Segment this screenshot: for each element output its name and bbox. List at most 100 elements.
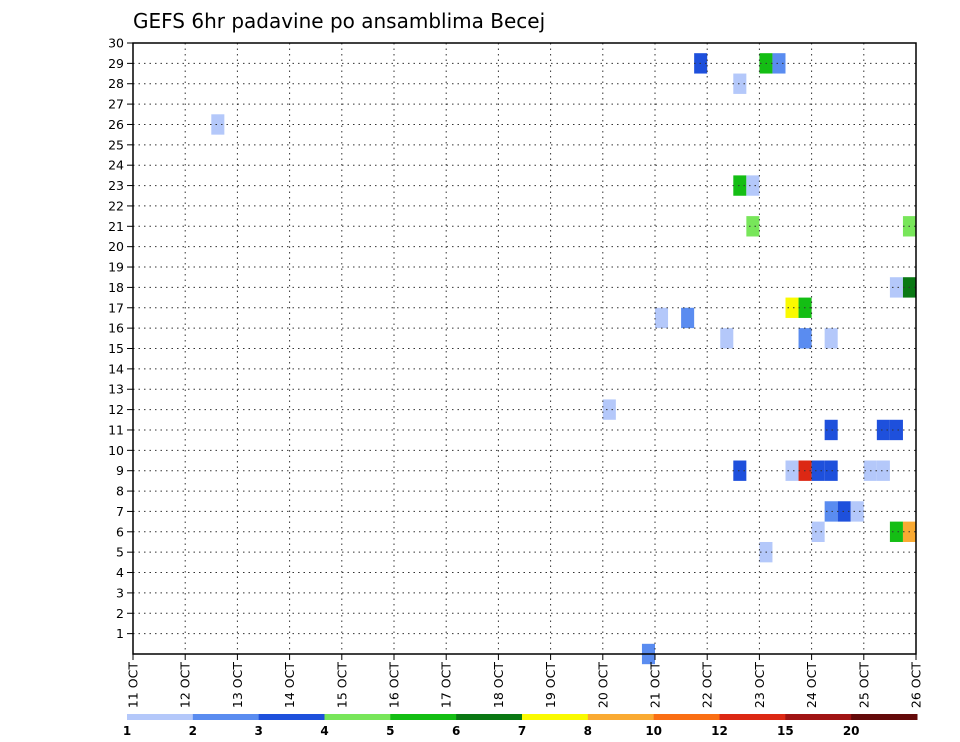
x-tick-label: 21 OCT (648, 662, 663, 708)
y-tick-label: 2 (116, 606, 124, 621)
colorbar-swatch (390, 714, 457, 720)
precip-cell (733, 175, 747, 196)
colorbar-swatch (522, 714, 589, 720)
colorbar-swatch (258, 714, 325, 720)
precip-cell (720, 328, 734, 349)
colorbar-swatch (127, 714, 194, 720)
precip-cell (837, 501, 851, 522)
colorbar-swatch (587, 714, 655, 720)
precip-cell (850, 501, 864, 522)
precip-cell (655, 307, 669, 329)
colorbar-label: 7 (518, 724, 526, 738)
y-tick-label: 11 (108, 422, 124, 437)
precip-cell (785, 297, 799, 318)
precip-cell (733, 460, 747, 481)
precip-cell (772, 53, 786, 74)
y-tick-label: 8 (116, 484, 124, 499)
y-tick-label: 15 (108, 341, 124, 356)
precip-cell (824, 419, 838, 441)
precip-cell (811, 521, 825, 542)
colorbar-swatch (653, 714, 720, 720)
colorbar-swatch (851, 714, 918, 720)
grid-lines (133, 43, 916, 654)
colorbar-label: 3 (254, 724, 262, 738)
y-tick-label: 10 (108, 443, 124, 458)
colorbar-label: 6 (452, 724, 460, 738)
y-tick-label: 6 (116, 524, 124, 539)
y-tick-label: 3 (116, 585, 124, 600)
colorbar-label: 4 (320, 724, 328, 738)
y-tick-label: 23 (108, 178, 124, 193)
precip-cell (824, 501, 838, 522)
y-tick-label: 25 (108, 137, 124, 152)
y-tick-label: 22 (108, 198, 124, 213)
precip-cell (889, 521, 903, 542)
y-tick-label: 24 (108, 158, 124, 173)
precip-cell (746, 175, 760, 196)
y-tick-label: 30 (108, 36, 124, 51)
x-tick-label: 25 OCT (856, 662, 871, 708)
precip-cell (811, 460, 825, 481)
x-tick-label: 17 OCT (439, 662, 454, 708)
y-tick-label: 7 (116, 504, 124, 519)
x-tick-label: 26 OCT (909, 662, 924, 708)
y-tick-label: 13 (108, 382, 124, 397)
colorbar-swatch (324, 714, 391, 720)
colorbar-label: 8 (584, 724, 592, 738)
x-tick-label: 11 OCT (126, 662, 141, 708)
y-tick-label: 14 (108, 361, 124, 376)
colorbar-label: 10 (645, 724, 662, 738)
colorbar-swatch (785, 714, 852, 720)
y-tick-label: 28 (108, 76, 124, 91)
y-tick-label: 19 (108, 260, 124, 275)
precip-cell (602, 399, 616, 420)
precip-cell (211, 114, 225, 135)
x-tick-label: 12 OCT (178, 662, 193, 708)
colorbar-swatch (456, 714, 523, 720)
y-tick-label: 9 (116, 463, 124, 478)
x-tick-label: 18 OCT (491, 662, 506, 708)
precip-cell (798, 328, 812, 349)
colorbar-legend: 1 2 3 4 5 6 7 8 10 12 15 20 (123, 714, 918, 738)
precip-cell (785, 460, 799, 481)
x-tick-label: 14 OCT (282, 662, 297, 708)
x-tick-label: 22 OCT (700, 662, 715, 708)
y-axis: 1234567891011121314151617181920212223242… (108, 36, 133, 641)
x-tick-label: 19 OCT (543, 662, 558, 708)
precip-cell (681, 307, 695, 329)
y-tick-label: 26 (108, 117, 124, 132)
precip-cell (889, 277, 903, 298)
y-tick-label: 16 (108, 321, 124, 336)
x-tick-label: 16 OCT (387, 662, 402, 708)
x-tick-label: 24 OCT (804, 662, 819, 708)
y-tick-label: 21 (108, 219, 124, 234)
precip-cell (824, 460, 838, 481)
colorbar-label: 20 (843, 724, 860, 738)
x-tick-label: 15 OCT (334, 662, 349, 708)
precip-cell (876, 460, 890, 481)
y-tick-label: 4 (116, 565, 124, 580)
y-tick-label: 12 (108, 402, 124, 417)
colorbar-swatch (192, 714, 260, 720)
x-tick-label: 20 OCT (595, 662, 610, 708)
colorbar-label: 2 (189, 724, 197, 738)
precip-cell (746, 216, 760, 237)
x-tick-label: 23 OCT (752, 662, 767, 708)
y-tick-label: 27 (108, 97, 124, 112)
colorbar-swatch (719, 714, 786, 720)
colorbar-label: 15 (777, 724, 794, 738)
precip-cell (824, 328, 838, 349)
precip-cell (733, 73, 747, 94)
y-tick-label: 5 (116, 545, 124, 560)
precip-cell (889, 419, 903, 441)
y-tick-label: 18 (108, 280, 124, 295)
colorbar-label: 5 (386, 724, 394, 738)
precip-cell (876, 419, 890, 441)
y-tick-label: 20 (108, 239, 124, 254)
colorbar-label: 1 (123, 724, 131, 738)
x-tick-label: 13 OCT (230, 662, 245, 708)
colorbar-label: 12 (711, 724, 728, 738)
y-tick-label: 1 (116, 626, 124, 641)
y-tick-label: 17 (108, 300, 124, 315)
